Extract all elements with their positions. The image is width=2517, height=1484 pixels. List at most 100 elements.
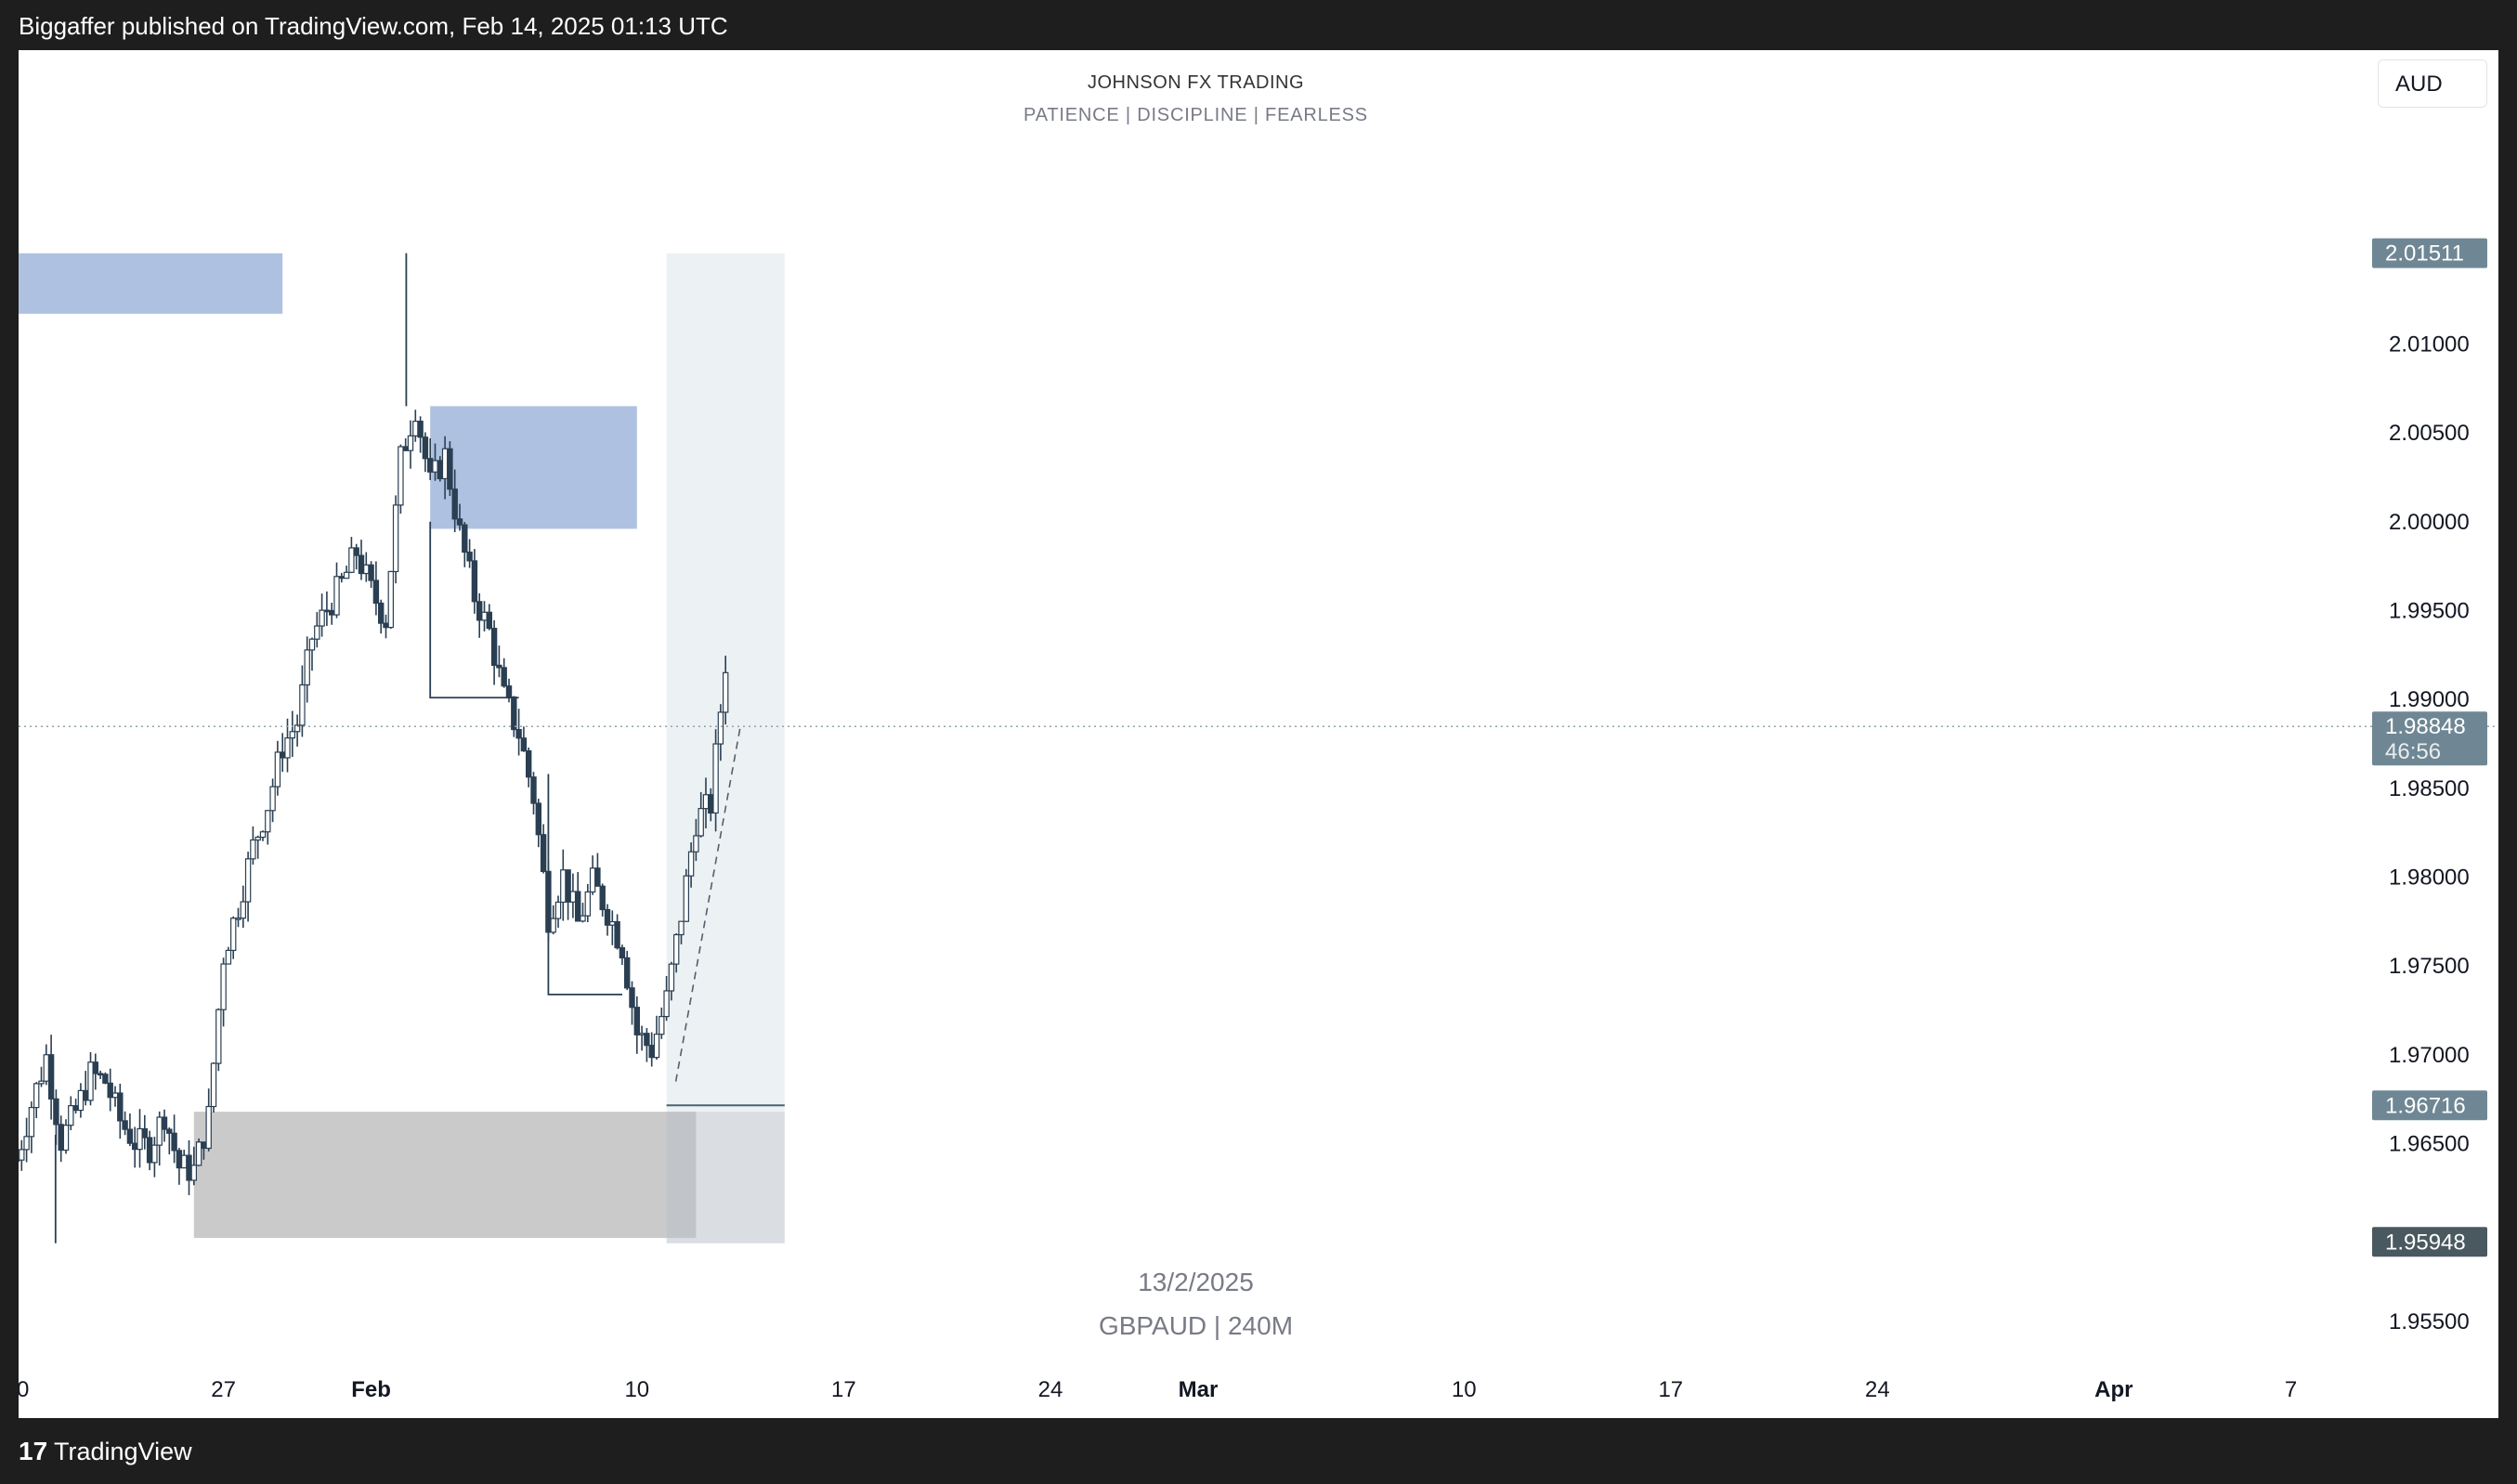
candle-body: [161, 1116, 168, 1130]
tradingview-logo-text[interactable]: TradingView: [54, 1438, 192, 1465]
price-tick-label: 1.95500: [2389, 1309, 2470, 1334]
candle: [383, 614, 389, 639]
chart-panel[interactable]: 2.01000 2.00500 2.00000 1.99500 1.99000 1.985…: [19, 50, 2498, 1418]
candle: [712, 729, 719, 832]
candle: [102, 1072, 109, 1085]
currency-button[interactable]: AUD: [2378, 59, 2487, 108]
candle: [43, 1044, 50, 1086]
candle: [515, 709, 522, 756]
candle-body: [210, 1062, 217, 1108]
candle-body: [259, 831, 267, 839]
candle-body: [644, 1033, 650, 1047]
candle: [343, 566, 350, 579]
candle-body: [427, 458, 434, 473]
candle: [195, 1138, 202, 1166]
candle: [447, 441, 453, 497]
candle-body: [717, 711, 724, 745]
candle-body: [659, 1015, 665, 1035]
candle-body: [240, 901, 246, 919]
candle-body: [535, 802, 542, 836]
candle-body: [293, 724, 301, 733]
zones-layer: [19, 253, 785, 1243]
candle: [678, 920, 685, 944]
candle: [77, 1083, 85, 1118]
candle-body: [441, 448, 449, 480]
candle: [505, 678, 513, 703]
candle-body: [476, 601, 483, 621]
time-tick-label: 24: [1038, 1377, 1063, 1402]
candle: [333, 562, 340, 618]
candle: [565, 869, 571, 920]
candle: [609, 910, 616, 945]
candle-body: [230, 918, 237, 952]
candle-body: [235, 918, 241, 920]
candle-body: [353, 547, 359, 556]
candle: [604, 904, 611, 936]
candle: [161, 1109, 168, 1142]
candle-body: [156, 1116, 163, 1146]
candle: [314, 612, 320, 648]
candle-body: [314, 625, 320, 640]
candle-body: [338, 576, 346, 579]
candle-body: [412, 420, 419, 436]
candle-body: [299, 683, 306, 726]
candle-body: [225, 949, 232, 965]
projection-lower-shade: [666, 1112, 785, 1243]
candle: [614, 914, 620, 950]
price-tag-value: 1.96716: [2385, 1093, 2466, 1118]
candle: [319, 593, 325, 637]
candle-body: [348, 547, 355, 573]
price-tag-value: 1.95948: [2385, 1230, 2466, 1255]
candle: [486, 604, 493, 631]
candle: [672, 932, 680, 973]
tradingview-logo-icon[interactable]: 17: [19, 1437, 48, 1465]
candle: [417, 416, 424, 453]
candle-body: [525, 749, 532, 778]
candle-body: [501, 667, 507, 687]
chart-canvas[interactable]: 2.01000 2.00500 2.00000 1.99500 1.99000 1.985…: [19, 50, 2498, 1418]
candle-body: [402, 446, 409, 451]
candle: [525, 747, 532, 788]
candle: [107, 1068, 113, 1112]
candle: [126, 1113, 134, 1147]
candle: [23, 1117, 30, 1163]
supply-zone: [430, 406, 637, 529]
candle-body: [107, 1082, 113, 1099]
candle-body: [712, 743, 719, 814]
candle: [181, 1150, 188, 1169]
candle: [550, 905, 556, 935]
candle: [117, 1083, 124, 1139]
candle-body: [437, 460, 444, 480]
candle: [323, 591, 331, 627]
candle: [28, 1101, 35, 1153]
candle: [560, 849, 567, 921]
candle-body: [68, 1105, 74, 1126]
candle: [398, 444, 404, 514]
candle-body: [378, 602, 385, 624]
time-tick-label: Mar: [1179, 1377, 1219, 1402]
candle: [378, 599, 385, 634]
candle: [58, 1115, 64, 1163]
candle-body: [580, 915, 586, 922]
candle-body: [663, 990, 670, 1018]
price-tag-box: [2372, 1090, 2487, 1121]
candle-body: [604, 908, 611, 926]
candle: [205, 1088, 212, 1152]
candle: [476, 592, 483, 638]
price-tag: 2.01511: [2372, 238, 2487, 268]
candle-body: [486, 611, 493, 630]
candle: [589, 855, 596, 895]
candle-body: [220, 963, 227, 1010]
candle-body: [462, 524, 468, 553]
candle-body: [687, 851, 695, 877]
candle-body: [648, 1045, 655, 1059]
candle-body: [97, 1073, 104, 1076]
candle-body: [554, 901, 562, 919]
chart-date-label: 13/2/2025: [1138, 1268, 1254, 1296]
candle-body: [28, 1106, 35, 1138]
candle-body: [496, 664, 502, 669]
footer-bar: 17 TradingView: [0, 1418, 2517, 1484]
time-tick-label: 10: [1452, 1377, 1477, 1402]
candle: [387, 570, 395, 630]
